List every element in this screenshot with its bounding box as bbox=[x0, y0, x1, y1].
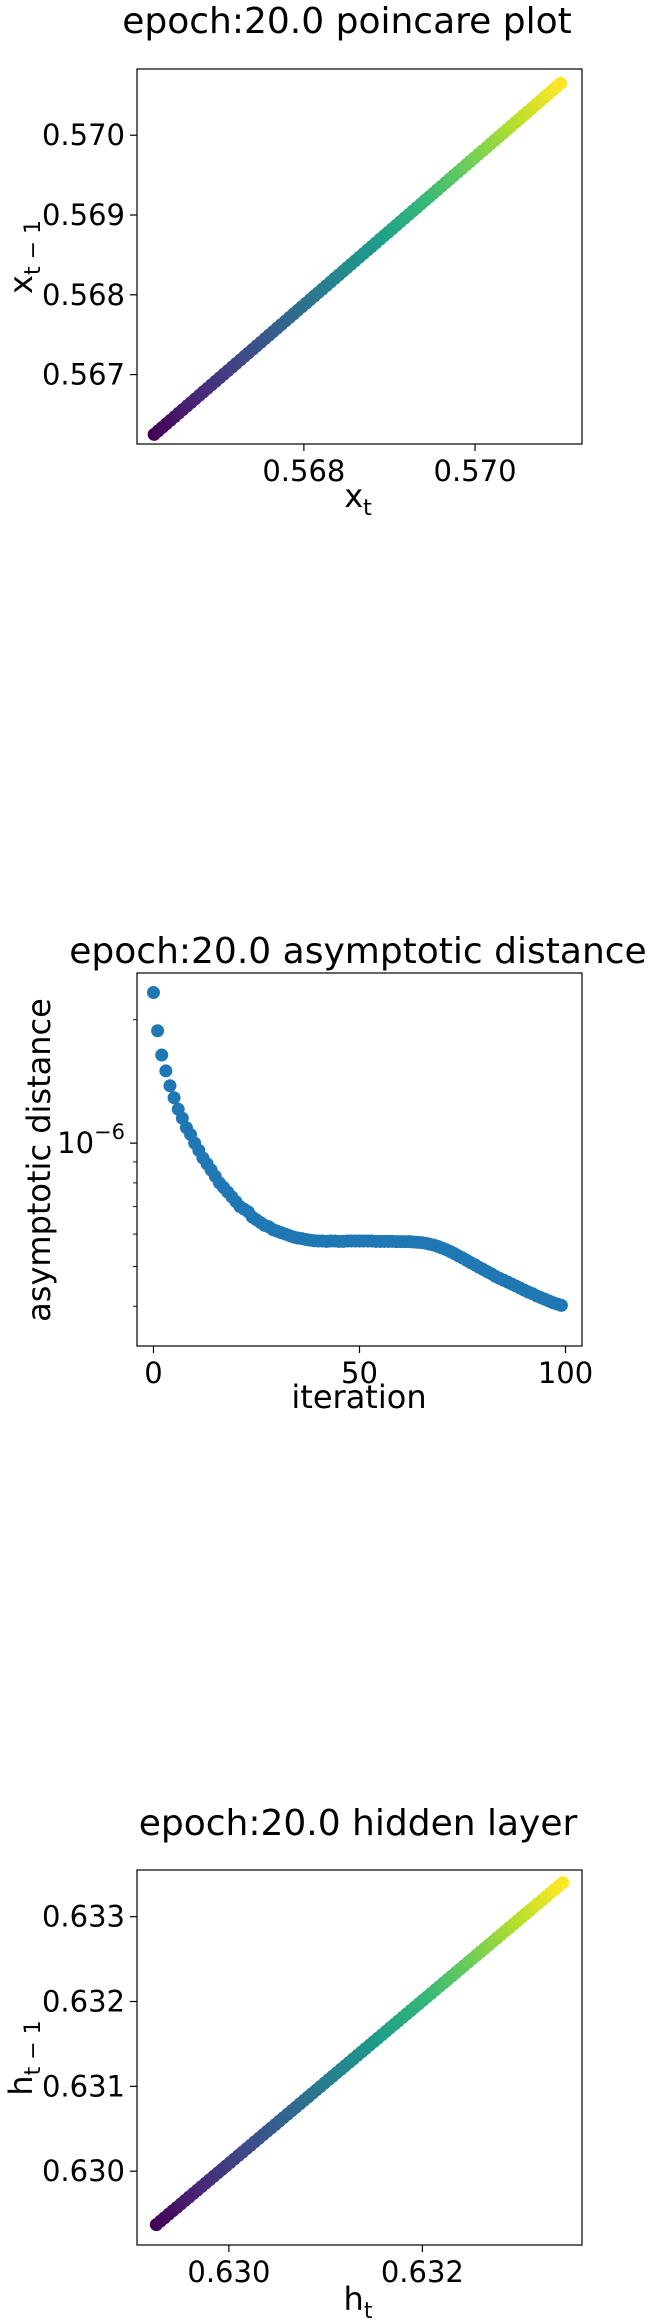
plot-area bbox=[136, 68, 583, 445]
scatter-points bbox=[149, 1876, 570, 2232]
x-axis-ticks: 0.630 0.632 bbox=[187, 2245, 464, 2289]
scatter-points bbox=[147, 76, 568, 441]
y-axis-label: xt − 1 bbox=[2, 220, 46, 294]
y-axis-label: asymptotic distance bbox=[20, 998, 58, 1322]
x-tick-label: 0.632 bbox=[381, 2255, 464, 2289]
x-axis-ticks: 0.568 0.570 bbox=[262, 444, 517, 488]
data-point bbox=[163, 1079, 177, 1093]
y-axis-label: ht − 1 bbox=[2, 2020, 46, 2095]
plot-area bbox=[136, 1869, 583, 2246]
data-point bbox=[556, 1876, 570, 1890]
y-tick-label: 0.630 bbox=[42, 2154, 125, 2188]
data-point bbox=[146, 986, 160, 1000]
data-point bbox=[554, 1298, 568, 1312]
data-point bbox=[554, 76, 568, 90]
data-point bbox=[151, 1024, 165, 1038]
x-axis-label: ht bbox=[344, 2280, 373, 2323]
poincare-chart: epoch:20.0 poincare plot 0.568 0.570 0.56… bbox=[2, 1, 583, 521]
y-tick-label: 10−6 bbox=[57, 1120, 125, 1160]
x-axis-ticks: 0 50 100 bbox=[144, 1346, 593, 1390]
y-tick-label: 0.568 bbox=[42, 278, 125, 312]
x-tick-label: 0.570 bbox=[434, 454, 517, 488]
chart-title: epoch:20.0 hidden layer bbox=[139, 1803, 578, 1844]
x-tick-label: 0.568 bbox=[262, 454, 345, 488]
x-axis-label: xt bbox=[344, 477, 372, 521]
y-tick-label: 0.569 bbox=[42, 198, 125, 232]
hidden-layer-chart: epoch:20.0 hidden layer 0.630 0.632 0.630… bbox=[2, 1803, 583, 2323]
y-tick-label: 0.633 bbox=[42, 1900, 125, 1934]
asymptotic-distance-chart: epoch:20.0 asymptotic distance 0 50 100 10… bbox=[20, 931, 647, 1416]
y-tick-label: 0.632 bbox=[42, 1985, 125, 2019]
y-tick-label: 0.570 bbox=[42, 118, 125, 152]
y-axis-ticks: 10−6 bbox=[57, 1019, 137, 1307]
x-axis-label: iteration bbox=[291, 1378, 426, 1416]
data-point bbox=[159, 1064, 173, 1078]
y-axis-ticks: 0.567 0.568 0.569 0.570 bbox=[42, 118, 137, 392]
x-tick-label: 0.630 bbox=[187, 2255, 270, 2289]
chart-title: epoch:20.0 asymptotic distance bbox=[69, 931, 646, 972]
data-point bbox=[167, 1091, 181, 1105]
data-point bbox=[155, 1048, 169, 1062]
chart-title: epoch:20.0 poincare plot bbox=[122, 1, 572, 42]
x-tick-label: 50 bbox=[341, 1356, 378, 1390]
x-tick-label: 0 bbox=[144, 1356, 162, 1390]
scatter-points bbox=[146, 986, 568, 1312]
y-tick-label: 0.631 bbox=[42, 2069, 125, 2103]
x-tick-label: 100 bbox=[538, 1356, 593, 1390]
y-axis-ticks: 0.630 0.631 0.632 0.633 bbox=[42, 1900, 137, 2188]
y-tick-label: 0.567 bbox=[42, 358, 125, 392]
